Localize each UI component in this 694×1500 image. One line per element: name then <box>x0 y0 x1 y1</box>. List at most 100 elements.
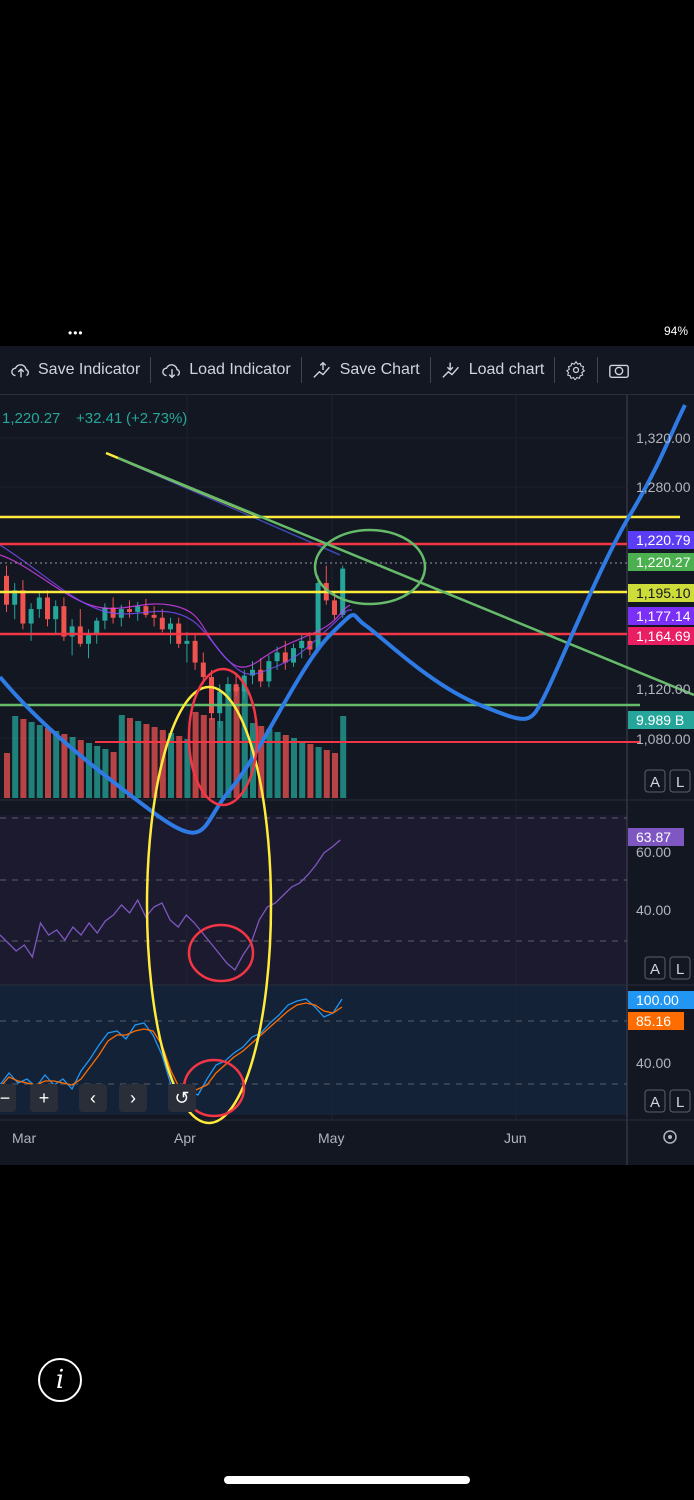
volume-bar <box>184 739 191 798</box>
cloud-download-icon <box>162 364 181 379</box>
stoch-badge: 85.16 <box>636 1013 671 1029</box>
rsi-tick: 60.00 <box>636 844 671 860</box>
candle-body <box>94 620 100 634</box>
candle-body <box>192 640 198 663</box>
legend-change: +32.41 <box>76 410 122 427</box>
auto-scale-label: A <box>650 961 660 978</box>
scroll-right-button[interactable]: › <box>119 1084 147 1112</box>
candle-body <box>102 607 108 621</box>
toolbar-divider <box>597 357 599 383</box>
time-label: Jun <box>504 1130 527 1146</box>
auto-scale-button[interactable] <box>644 769 666 793</box>
stoch-badge: 100.00 <box>636 992 679 1008</box>
candle-body <box>36 597 42 610</box>
candle-body <box>258 669 264 682</box>
load-indicator-button[interactable]: Load Indicator <box>151 346 300 394</box>
volume-bar <box>110 752 117 798</box>
candle-body <box>250 669 255 676</box>
rsi-tick: 40.00 <box>636 902 671 918</box>
price-badge-rect <box>628 553 694 571</box>
candle-body <box>315 583 321 650</box>
auto-scale-button[interactable] <box>644 956 666 980</box>
legend-price: 1,220.27 <box>2 410 60 427</box>
price-badge-rect <box>628 627 694 645</box>
time-label: May <box>318 1130 344 1146</box>
price-badge-rect <box>628 531 694 549</box>
load-chart-icon <box>442 362 459 378</box>
volume-bar <box>69 737 76 798</box>
volume-bar <box>53 731 60 798</box>
volume-bar <box>282 735 289 798</box>
gear-icon <box>566 360 586 380</box>
volume-bar <box>209 718 215 798</box>
candle-body <box>200 662 206 678</box>
trendline-green <box>117 456 694 697</box>
volume-bar <box>258 726 265 798</box>
toolbar-divider <box>554 357 556 383</box>
candle-body <box>266 661 272 682</box>
auto-scale-button[interactable] <box>644 1089 666 1113</box>
info-icon[interactable]: i <box>38 1358 82 1402</box>
toolbar-divider <box>300 357 302 383</box>
chart-canvas[interactable]: 1,220.27 +32.41 (+2.73%) 1,320.00 1,280.… <box>0 395 694 1165</box>
auto-scale-label: A <box>650 1094 660 1111</box>
volume-bar <box>217 721 224 798</box>
scroll-left-button[interactable]: ‹ <box>79 1084 107 1112</box>
candle-body <box>274 652 280 662</box>
load-indicator-label: Load Indicator <box>189 361 291 378</box>
camera-icon <box>609 364 630 379</box>
candle-body <box>135 606 141 612</box>
volume-bar <box>151 727 158 798</box>
annotation-ellipse-red-volume <box>187 667 259 807</box>
candle-body <box>20 590 26 624</box>
volume-bar <box>143 724 150 798</box>
reset-chart-button[interactable]: ↺ <box>168 1084 196 1112</box>
save-indicator-button[interactable]: Save Indicator <box>0 346 150 394</box>
log-scale-button[interactable] <box>669 1089 691 1113</box>
volume-bar <box>274 732 281 798</box>
ma-purple <box>0 544 353 675</box>
volume-bar <box>266 729 273 798</box>
toolbar-divider <box>150 357 152 383</box>
time-label: Mar <box>12 1130 36 1146</box>
price-badge-rect <box>628 607 694 625</box>
volume-bar <box>340 716 347 798</box>
volume-bars <box>4 684 347 798</box>
volume-bar <box>307 744 314 798</box>
candle-body <box>69 626 75 637</box>
log-scale-button[interactable] <box>669 769 691 793</box>
volume-bar <box>20 719 27 798</box>
home-indicator <box>224 1476 470 1484</box>
price-badge: 1,164.69 <box>636 628 691 644</box>
zoom-in-button[interactable]: + <box>30 1084 58 1112</box>
zoom-out-button[interactable]: − <box>0 1084 16 1112</box>
screenshot-button[interactable] <box>598 346 640 394</box>
chart-area[interactable]: 1,220.27 +32.41 (+2.73%) 1,320.00 1,280.… <box>0 395 694 1165</box>
stoch-d-line <box>0 1002 343 1094</box>
volume-bar <box>77 740 84 798</box>
candle-body <box>4 575 9 605</box>
axis-settings-icon[interactable] <box>663 1130 677 1144</box>
time-label: Apr <box>174 1130 196 1146</box>
price-badge: 1,195.10 <box>636 585 691 601</box>
price-tick: 1,280.00 <box>636 479 691 495</box>
settings-button[interactable] <box>555 346 597 394</box>
volume-bar <box>192 712 199 798</box>
candle-body <box>53 606 59 620</box>
candle-body <box>28 609 34 624</box>
save-chart-icon <box>313 361 330 378</box>
candle-body <box>159 617 165 630</box>
save-indicator-label: Save Indicator <box>38 361 141 378</box>
log-scale-button[interactable] <box>669 956 691 980</box>
volume-bar <box>332 753 338 798</box>
volume-bar <box>176 736 183 798</box>
load-chart-button[interactable]: Load chart <box>431 346 555 394</box>
price-tick: 1,320.00 <box>636 430 691 446</box>
price-badge: 1,220.27 <box>636 554 691 570</box>
save-chart-button[interactable]: Save Chart <box>302 346 430 394</box>
annotation-ellipse-red-rsi <box>187 923 255 983</box>
volume-bar <box>241 690 248 798</box>
candle-body <box>299 640 305 649</box>
stoch-badge-rect <box>628 1012 684 1030</box>
toolbar-divider <box>429 357 431 383</box>
